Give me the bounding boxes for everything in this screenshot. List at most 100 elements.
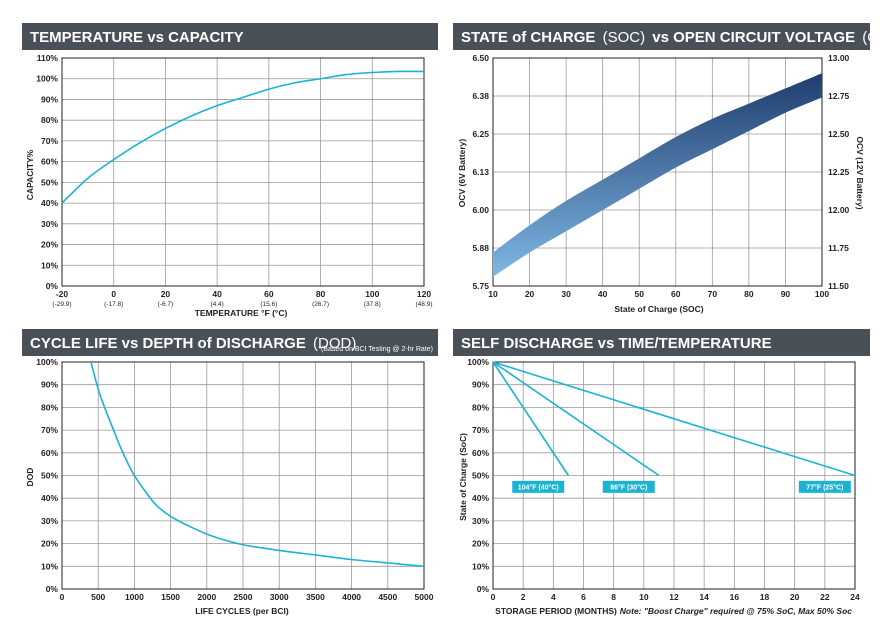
y-tick-label: 70% bbox=[472, 425, 489, 435]
y-tick-label: 80% bbox=[41, 115, 58, 125]
x-tick-label: 6 bbox=[581, 592, 586, 602]
x-tick-label: 12 bbox=[669, 592, 679, 602]
y-tick-label: 20% bbox=[472, 539, 489, 549]
series-line-2 bbox=[492, 361, 856, 477]
x-tick-label: 80 bbox=[744, 289, 754, 299]
x-tick-label: 22 bbox=[820, 592, 830, 602]
x-tick-label: 3000 bbox=[270, 592, 289, 602]
y-right-tick-label: 12.00 bbox=[828, 205, 850, 215]
x-tick-label: 1500 bbox=[161, 592, 180, 602]
y-tick-label: 60% bbox=[472, 448, 489, 458]
y-right-tick-label: 12.25 bbox=[828, 167, 850, 177]
x-tick-label: 20 bbox=[161, 289, 171, 299]
x-axis-label: TEMPERATURE °F (°C) bbox=[195, 308, 288, 318]
chart-title-main: STATE of CHARGE bbox=[461, 29, 595, 46]
y-tick-label: 90% bbox=[41, 94, 58, 104]
x-axis-label: State of Charge (SOC) bbox=[614, 304, 703, 314]
y-tick-label: 6.13 bbox=[472, 167, 489, 177]
x-tick-label: 100 bbox=[365, 289, 379, 299]
panel-temperature-capacity: TEMPERATURE vs CAPACITY -20 (-29.9) 0 (-17.… bbox=[22, 23, 438, 318]
chart-note: Note: "Boost Charge" required @ 75% SoC,… bbox=[620, 606, 852, 616]
y-tick-label: 0% bbox=[477, 584, 490, 594]
x-tick-label: 18 bbox=[760, 592, 770, 602]
series-label-box-2 bbox=[798, 480, 851, 493]
x-tick-label: 30 bbox=[561, 289, 571, 299]
y-tick-label: 6.00 bbox=[472, 205, 489, 215]
x-tick-sublabel: (15.6) bbox=[260, 301, 277, 308]
x-tick-sublabel: (-29.9) bbox=[52, 301, 71, 308]
x-tick-label: 20 bbox=[525, 289, 535, 299]
y-tick-label: 6.38 bbox=[472, 91, 489, 101]
chart-title-main: CYCLE LIFE vs DEPTH of DISCHARGE bbox=[30, 335, 306, 352]
x-tick-label: 60 bbox=[264, 289, 274, 299]
y-tick-label: 40% bbox=[41, 198, 58, 208]
series-label-box-1 bbox=[602, 480, 655, 493]
y-tick-label: 0% bbox=[46, 281, 59, 291]
y-tick-label: 10% bbox=[41, 260, 58, 270]
y-tick-label: 5.88 bbox=[472, 243, 489, 253]
y-tick-label: 20% bbox=[41, 240, 58, 250]
x-tick-label: 16 bbox=[730, 592, 740, 602]
x-tick-label: 80 bbox=[316, 289, 326, 299]
y-tick-label: 6.25 bbox=[472, 129, 489, 139]
y-right-tick-label: 12.50 bbox=[828, 129, 850, 139]
chart-title-mid: vs OPEN CIRCUIT VOLTAGE bbox=[652, 29, 855, 46]
y-tick-label: 80% bbox=[472, 402, 489, 412]
x-tick-label: 10 bbox=[488, 289, 498, 299]
x-tick-label: 2500 bbox=[234, 592, 253, 602]
y-tick-label: 50% bbox=[41, 177, 58, 187]
y-tick-label: 40% bbox=[472, 493, 489, 503]
y-tick-label: 100% bbox=[36, 357, 58, 367]
y-tick-label: 70% bbox=[41, 425, 58, 435]
y-tick-label: 10% bbox=[41, 561, 58, 571]
y-tick-label: 30% bbox=[41, 219, 58, 229]
x-tick-sublabel: (-6.7) bbox=[158, 301, 174, 308]
panel-header bbox=[22, 23, 438, 50]
series-line-capacity bbox=[61, 70, 425, 204]
ocv-band bbox=[493, 73, 822, 277]
chart-title-paren: (SOC) bbox=[603, 29, 646, 46]
y-right-tick-label: 11.50 bbox=[828, 281, 849, 291]
x-tick-label: 0 bbox=[111, 289, 116, 299]
y-tick-label: 100% bbox=[36, 74, 58, 84]
x-tick-label: 2 bbox=[521, 592, 526, 602]
x-tick-label: 100 bbox=[815, 289, 829, 299]
x-tick-label: 4500 bbox=[378, 592, 397, 602]
panel-header bbox=[453, 329, 870, 356]
x-axis-label: STORAGE PERIOD (MONTHS) bbox=[495, 606, 617, 616]
y-tick-label: 50% bbox=[472, 471, 489, 481]
x-tick-label: 0 bbox=[60, 592, 65, 602]
x-tick-label: 500 bbox=[91, 592, 105, 602]
x-tick-label: 1000 bbox=[125, 592, 144, 602]
y-right-tick-label: 13.00 bbox=[828, 53, 850, 63]
x-tick-label: 20 bbox=[790, 592, 800, 602]
y-tick-label: 90% bbox=[472, 380, 489, 390]
y-axis-label: DOD bbox=[25, 468, 35, 487]
x-tick-label: 120 bbox=[417, 289, 431, 299]
panel-header bbox=[453, 23, 870, 50]
y-tick-label: 30% bbox=[41, 516, 58, 526]
plot-frame bbox=[61, 57, 425, 287]
x-tick-label: 4 bbox=[551, 592, 556, 602]
series-line-0 bbox=[492, 361, 570, 476]
series-label-1: 86°F (30°C) bbox=[610, 483, 647, 491]
series-line-1 bbox=[492, 361, 660, 477]
chart-title-paren: (DOD) bbox=[313, 335, 356, 352]
series-line-dod bbox=[90, 361, 425, 568]
series-label-box-0 bbox=[512, 480, 565, 493]
y-tick-label: 6.50 bbox=[472, 53, 489, 63]
y-tick-label: 60% bbox=[41, 448, 58, 458]
x-tick-label: 10 bbox=[639, 592, 649, 602]
x-tick-label: 70 bbox=[708, 289, 718, 299]
x-tick-label: 0 bbox=[491, 592, 496, 602]
y-axis-label-left: OCV (6V Battery) bbox=[457, 139, 467, 208]
y-tick-label: 30% bbox=[472, 516, 489, 526]
chart-title: STATE of CHARGE (SOC) vs OPEN CIRCUIT VO… bbox=[461, 29, 893, 46]
x-tick-label: 40 bbox=[212, 289, 222, 299]
x-tick-sublabel: (26.7) bbox=[312, 301, 329, 308]
x-tick-label: 4000 bbox=[342, 592, 361, 602]
x-tick-sublabel: (4.4) bbox=[210, 301, 223, 308]
y-tick-label: 70% bbox=[41, 136, 58, 146]
x-tick-sublabel: (48.9) bbox=[416, 301, 433, 308]
